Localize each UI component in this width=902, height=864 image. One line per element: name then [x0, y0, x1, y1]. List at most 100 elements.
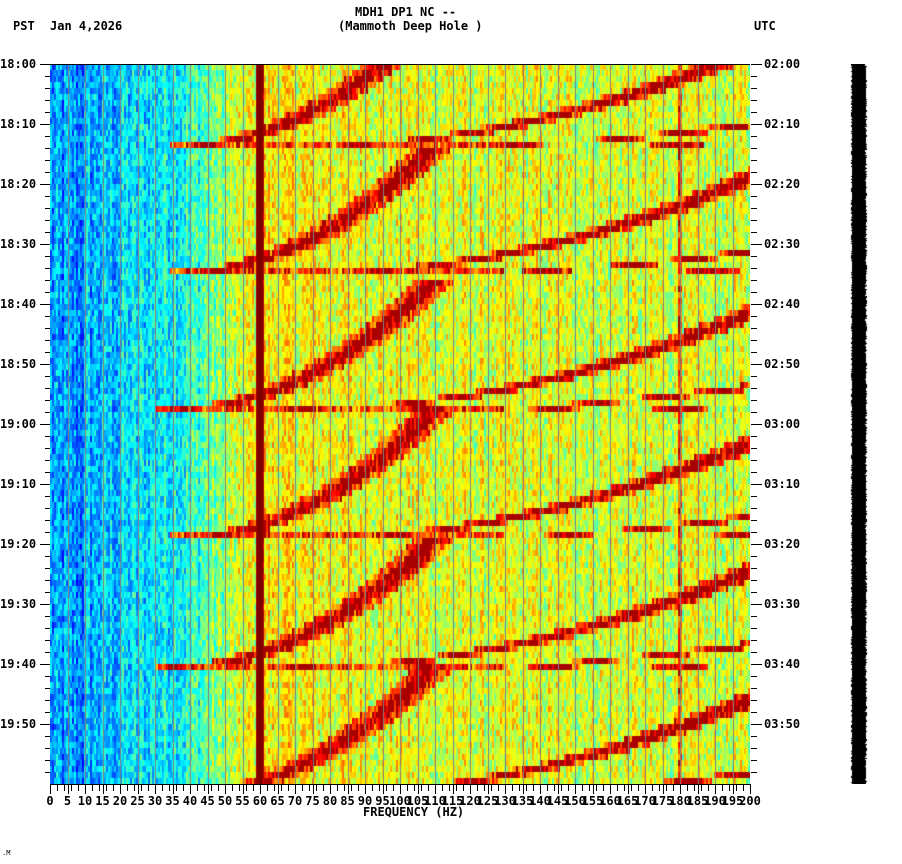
x-tick — [421, 784, 422, 791]
x-tick-label: 100 — [389, 794, 411, 808]
y-tick-left — [45, 640, 50, 641]
x-tick — [68, 784, 69, 794]
y-tick-right — [751, 88, 757, 89]
y-tick-left — [40, 424, 50, 425]
y-tick-right — [751, 268, 757, 269]
y-tick-left — [45, 328, 50, 329]
y-tick-right — [751, 664, 762, 665]
y-tick-right — [751, 568, 757, 569]
x-tick — [138, 784, 139, 794]
x-tick — [456, 784, 457, 791]
y-tick-right — [751, 352, 757, 353]
y-tick-left — [40, 724, 50, 725]
y-tick-left — [45, 772, 50, 773]
y-tick-right — [751, 244, 762, 245]
x-tick-label: 170 — [634, 794, 656, 808]
x-tick — [750, 784, 751, 794]
y-tick-left — [45, 700, 50, 701]
x-tick-label: 145 — [546, 794, 569, 808]
y-tick-right — [751, 556, 757, 557]
x-tick-label: 150 — [564, 794, 586, 808]
y-tick-label-left: 19:40 — [0, 657, 37, 671]
y-tick-label-left: 19:50 — [0, 717, 37, 731]
y-tick-label-right: 02:30 — [764, 237, 801, 251]
x-tick — [477, 784, 478, 791]
y-tick-right — [751, 280, 757, 281]
x-tick-label: 80 — [322, 794, 338, 808]
x-tick — [253, 784, 254, 791]
y-tick-right — [751, 460, 757, 461]
y-tick-right — [751, 76, 757, 77]
y-tick-right — [751, 604, 762, 605]
x-tick — [463, 784, 464, 791]
x-tick — [197, 784, 198, 791]
y-tick-label-left: 19:00 — [0, 417, 37, 431]
x-tick-label: 95 — [375, 794, 390, 808]
x-tick-label: 160 — [599, 794, 621, 808]
x-tick-label: 20 — [112, 794, 128, 808]
x-tick — [442, 784, 443, 791]
y-tick-label-left: 18:00 — [0, 57, 37, 71]
y-tick-right — [751, 628, 757, 629]
x-tick — [260, 784, 261, 794]
x-tick — [680, 784, 681, 794]
y-tick-left — [45, 496, 50, 497]
x-tick — [323, 784, 324, 791]
x-tick — [106, 784, 107, 791]
y-tick-left — [45, 100, 50, 101]
y-tick-right — [751, 64, 762, 65]
y-tick-label-right: 03:50 — [764, 717, 801, 731]
x-tick — [526, 784, 527, 791]
y-tick-right — [751, 136, 757, 137]
site-subtitle: (Mammoth Deep Hole ) — [338, 19, 483, 33]
x-tick — [491, 784, 492, 791]
x-tick — [558, 784, 559, 794]
x-tick — [729, 784, 730, 791]
x-tick — [708, 784, 709, 791]
y-tick-right — [751, 112, 757, 113]
y-tick-right — [751, 316, 757, 317]
x-tick-label: 105 — [406, 794, 429, 808]
x-tick — [582, 784, 583, 791]
y-tick-label-right: 02:10 — [764, 117, 801, 131]
y-tick-right — [751, 472, 757, 473]
x-tick — [638, 784, 639, 791]
x-tick — [498, 784, 499, 791]
y-tick-left — [45, 292, 50, 293]
y-tick-label-left: 18:20 — [0, 177, 37, 191]
x-tick — [698, 784, 699, 794]
y-tick-right — [751, 508, 757, 509]
x-tick — [288, 784, 289, 791]
y-tick-label-right: 03:30 — [764, 597, 801, 611]
y-tick-label-right: 02:20 — [764, 177, 801, 191]
y-tick-left — [45, 136, 50, 137]
x-tick-label: 60 — [252, 794, 268, 808]
x-tick — [351, 784, 352, 791]
y-tick-right — [751, 544, 762, 545]
y-tick-label-right: 02:50 — [764, 357, 801, 371]
y-tick-right — [751, 424, 762, 425]
y-tick-right — [751, 700, 757, 701]
x-tick — [218, 784, 219, 791]
x-tick — [316, 784, 317, 791]
y-tick-left — [45, 688, 50, 689]
y-tick-right — [751, 160, 757, 161]
x-tick — [330, 784, 331, 794]
x-tick — [134, 784, 135, 791]
y-tick-left — [45, 316, 50, 317]
x-tick — [243, 784, 244, 794]
x-tick — [393, 784, 394, 791]
x-tick — [554, 784, 555, 791]
y-tick-right — [751, 688, 757, 689]
x-tick — [593, 784, 594, 794]
y-tick-right — [751, 100, 757, 101]
x-tick — [663, 784, 664, 794]
x-tick — [386, 784, 387, 791]
x-tick — [628, 784, 629, 794]
y-tick-left — [40, 664, 50, 665]
x-tick-label: 65 — [270, 794, 285, 808]
x-tick-label: 135 — [511, 794, 534, 808]
y-tick-right — [751, 196, 757, 197]
x-tick-label: 5 — [63, 794, 72, 808]
x-tick-label: 140 — [529, 794, 551, 808]
